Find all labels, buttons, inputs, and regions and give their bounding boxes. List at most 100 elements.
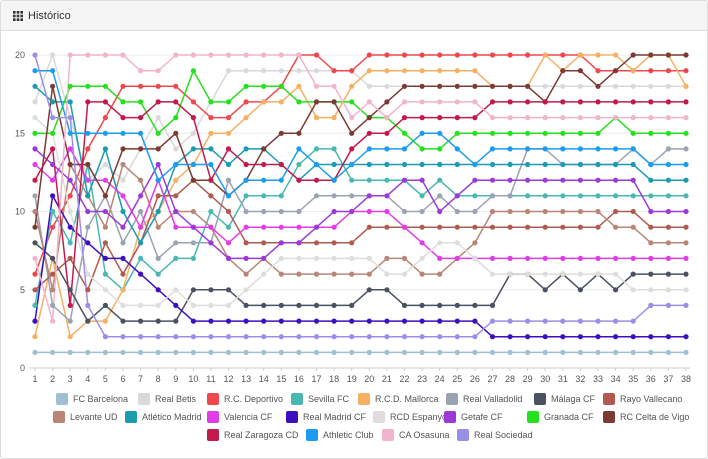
data-point bbox=[50, 208, 56, 215]
data-point bbox=[665, 240, 672, 246]
data-point bbox=[472, 208, 478, 215]
data-point bbox=[630, 130, 636, 136]
data-point bbox=[665, 161, 672, 168]
data-point bbox=[243, 193, 249, 199]
x-tick-label: 6 bbox=[120, 374, 125, 384]
data-point bbox=[32, 193, 38, 199]
data-point bbox=[366, 52, 372, 58]
data-point bbox=[120, 240, 126, 246]
data-point bbox=[261, 208, 267, 215]
data-point bbox=[525, 161, 531, 168]
legend-label: RCD Espanyol bbox=[390, 412, 449, 422]
data-point bbox=[366, 146, 372, 152]
data-point bbox=[542, 318, 548, 324]
x-tick-label: 37 bbox=[663, 374, 673, 384]
data-point bbox=[155, 68, 161, 74]
data-point bbox=[102, 130, 108, 136]
data-point bbox=[85, 224, 91, 230]
y-tick-label: 10 bbox=[15, 207, 25, 217]
data-point bbox=[489, 177, 496, 183]
data-point bbox=[32, 287, 38, 293]
data-point bbox=[525, 115, 531, 121]
data-point bbox=[243, 52, 249, 58]
data-point bbox=[560, 52, 566, 58]
data-point bbox=[507, 99, 513, 105]
data-point bbox=[560, 68, 566, 74]
x-tick-label: 29 bbox=[523, 374, 533, 384]
data-point bbox=[138, 99, 144, 105]
x-tick-label: 12 bbox=[224, 374, 234, 384]
data-point bbox=[67, 302, 73, 308]
data-point bbox=[525, 130, 531, 136]
data-point bbox=[419, 255, 425, 261]
data-point bbox=[67, 318, 73, 324]
data-point bbox=[384, 224, 390, 230]
data-point bbox=[401, 68, 408, 74]
data-point bbox=[419, 208, 425, 215]
data-point bbox=[630, 115, 636, 121]
data-point bbox=[472, 302, 478, 308]
data-point bbox=[401, 83, 408, 89]
data-point bbox=[472, 240, 478, 246]
data-point bbox=[208, 146, 214, 152]
y-tick-label: 15 bbox=[15, 128, 25, 138]
data-point bbox=[683, 193, 689, 199]
data-point bbox=[225, 334, 232, 340]
data-point bbox=[665, 255, 672, 261]
data-point bbox=[437, 130, 443, 136]
data-point bbox=[243, 287, 249, 293]
x-tick-label: 33 bbox=[593, 374, 603, 384]
data-point bbox=[366, 193, 372, 199]
x-tick-label: 11 bbox=[206, 374, 215, 384]
data-point bbox=[349, 83, 355, 89]
data-point bbox=[32, 224, 38, 230]
data-point bbox=[155, 193, 161, 199]
data-point bbox=[85, 177, 91, 183]
data-point bbox=[507, 161, 513, 168]
data-point bbox=[401, 52, 408, 58]
data-point bbox=[243, 302, 249, 308]
x-tick-label: 30 bbox=[540, 374, 550, 384]
legend-label: FC Barcelona bbox=[73, 394, 128, 404]
data-point bbox=[190, 302, 196, 308]
data-point bbox=[419, 130, 425, 136]
data-point bbox=[401, 99, 408, 105]
data-point bbox=[613, 177, 619, 183]
data-point bbox=[437, 193, 443, 199]
data-point bbox=[120, 161, 126, 168]
data-point bbox=[437, 99, 443, 105]
data-point bbox=[542, 349, 548, 355]
x-tick-label: 21 bbox=[382, 374, 392, 384]
series-line bbox=[34, 117, 686, 307]
data-point bbox=[542, 271, 548, 277]
data-point bbox=[683, 68, 689, 74]
data-point bbox=[542, 161, 548, 168]
data-point bbox=[630, 161, 636, 168]
data-point bbox=[349, 318, 355, 324]
data-point bbox=[331, 146, 337, 152]
data-point bbox=[419, 271, 425, 277]
data-point bbox=[665, 68, 672, 74]
data-point bbox=[50, 68, 56, 74]
data-point bbox=[577, 287, 584, 293]
data-point bbox=[243, 255, 249, 261]
legend-label: Real Valladolid bbox=[463, 394, 522, 404]
data-point bbox=[595, 177, 601, 183]
data-point bbox=[419, 349, 425, 355]
data-point bbox=[313, 255, 320, 261]
data-point bbox=[472, 334, 478, 340]
data-point bbox=[138, 255, 144, 261]
data-point bbox=[419, 146, 425, 152]
data-point bbox=[138, 271, 144, 277]
data-point bbox=[384, 318, 390, 324]
data-point bbox=[173, 130, 179, 136]
data-point bbox=[542, 255, 548, 261]
data-point bbox=[278, 240, 284, 246]
series-line bbox=[34, 148, 686, 306]
x-tick-label: 38 bbox=[681, 374, 691, 384]
series-line bbox=[34, 242, 686, 322]
data-point bbox=[648, 177, 654, 183]
data-point bbox=[208, 115, 214, 121]
data-point bbox=[577, 318, 584, 324]
legend-swatch bbox=[527, 411, 539, 423]
